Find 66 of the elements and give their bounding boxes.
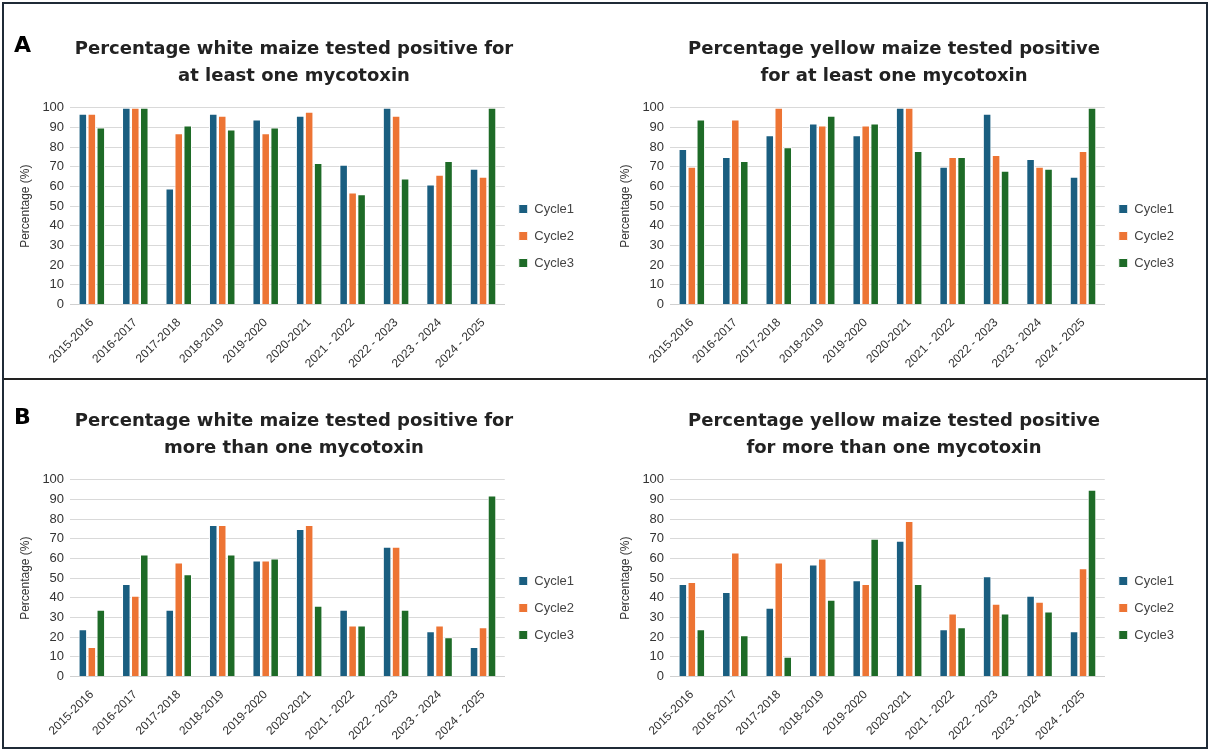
y-tick-label: 40 — [649, 589, 665, 605]
y-tick-label: 100 — [642, 99, 665, 115]
legend-label: Cycle3 — [534, 626, 575, 642]
y-tick-label: 30 — [649, 237, 665, 253]
text: A — [14, 32, 32, 57]
y-tick-label: 100 — [642, 471, 665, 487]
chart-title: Percentage yellow maize tested positive for more than one mycotoxin — [687, 408, 1101, 459]
y-tick-label: 10 — [649, 648, 665, 664]
legend-label: Cycle3 — [534, 254, 575, 270]
y-tick-label: 90 — [49, 491, 65, 507]
y-tick-label: 80 — [649, 138, 665, 154]
legend-label: Cycle2 — [534, 227, 575, 243]
chart-title: Percentage white maize tested positive for more than one mycotoxin — [74, 408, 514, 459]
y-tick-label: 0 — [656, 296, 665, 312]
y-tick-label: 40 — [49, 589, 65, 605]
y-tick-label: 20 — [49, 256, 65, 272]
y-axis-title: Percentage (%) — [17, 536, 32, 620]
y-tick-label: 10 — [49, 648, 65, 664]
legend-label: Cycle3 — [1134, 626, 1175, 642]
y-tick-label: 90 — [649, 119, 665, 135]
y-tick-label: 80 — [49, 510, 65, 526]
y-tick-label: 90 — [49, 119, 65, 135]
y-tick-label: 100 — [42, 471, 65, 487]
y-tick-label: 70 — [49, 158, 65, 174]
y-axis-title: Percentage (%) — [617, 536, 632, 620]
y-tick-label: 40 — [649, 217, 665, 233]
y-tick-label: 40 — [49, 217, 65, 233]
y-tick-label: 10 — [49, 276, 65, 292]
y-tick-label: 50 — [649, 569, 665, 585]
legend-label: Cycle1 — [534, 200, 575, 216]
y-tick-label: 10 — [649, 276, 665, 292]
y-tick-label: 60 — [49, 178, 65, 194]
legend-label: Cycle2 — [1134, 227, 1175, 243]
y-tick-label: 90 — [649, 491, 665, 507]
legend-label: Cycle1 — [1134, 200, 1175, 216]
y-tick-label: 50 — [49, 197, 65, 213]
y-tick-label: 70 — [649, 530, 665, 546]
y-tick-label: 60 — [649, 550, 665, 566]
y-tick-label: 60 — [49, 550, 65, 566]
chart-title: Percentage white maize tested positive for at least one mycotoxin — [74, 36, 514, 87]
y-tick-label: 30 — [49, 237, 65, 253]
legend-label: Cycle3 — [1134, 254, 1175, 270]
y-tick-label: 0 — [56, 668, 65, 684]
y-tick-label: 80 — [49, 138, 65, 154]
y-tick-label: 20 — [49, 628, 65, 644]
y-axis-title: Percentage (%) — [17, 164, 32, 248]
y-tick-label: 70 — [649, 158, 665, 174]
y-tick-label: 70 — [49, 530, 65, 546]
text: B — [14, 404, 31, 429]
chart-title: Percentage yellow maize tested positive for at least one mycotoxin — [687, 36, 1101, 87]
y-tick-label: 0 — [56, 296, 65, 312]
y-tick-label: 30 — [649, 609, 665, 625]
y-tick-label: 0 — [656, 668, 665, 684]
y-tick-label: 60 — [649, 178, 665, 194]
legend-label: Cycle1 — [534, 572, 575, 588]
y-tick-label: 30 — [49, 609, 65, 625]
y-tick-label: 50 — [49, 569, 65, 585]
y-tick-label: 20 — [649, 628, 665, 644]
y-tick-label: 80 — [649, 510, 665, 526]
legend-label: Cycle1 — [1134, 572, 1175, 588]
legend-label: Cycle2 — [534, 599, 575, 615]
y-tick-label: 50 — [649, 197, 665, 213]
y-tick-label: 20 — [649, 256, 665, 272]
legend-label: Cycle2 — [1134, 599, 1175, 615]
y-tick-label: 100 — [42, 99, 65, 115]
y-axis-title: Percentage (%) — [617, 164, 632, 248]
